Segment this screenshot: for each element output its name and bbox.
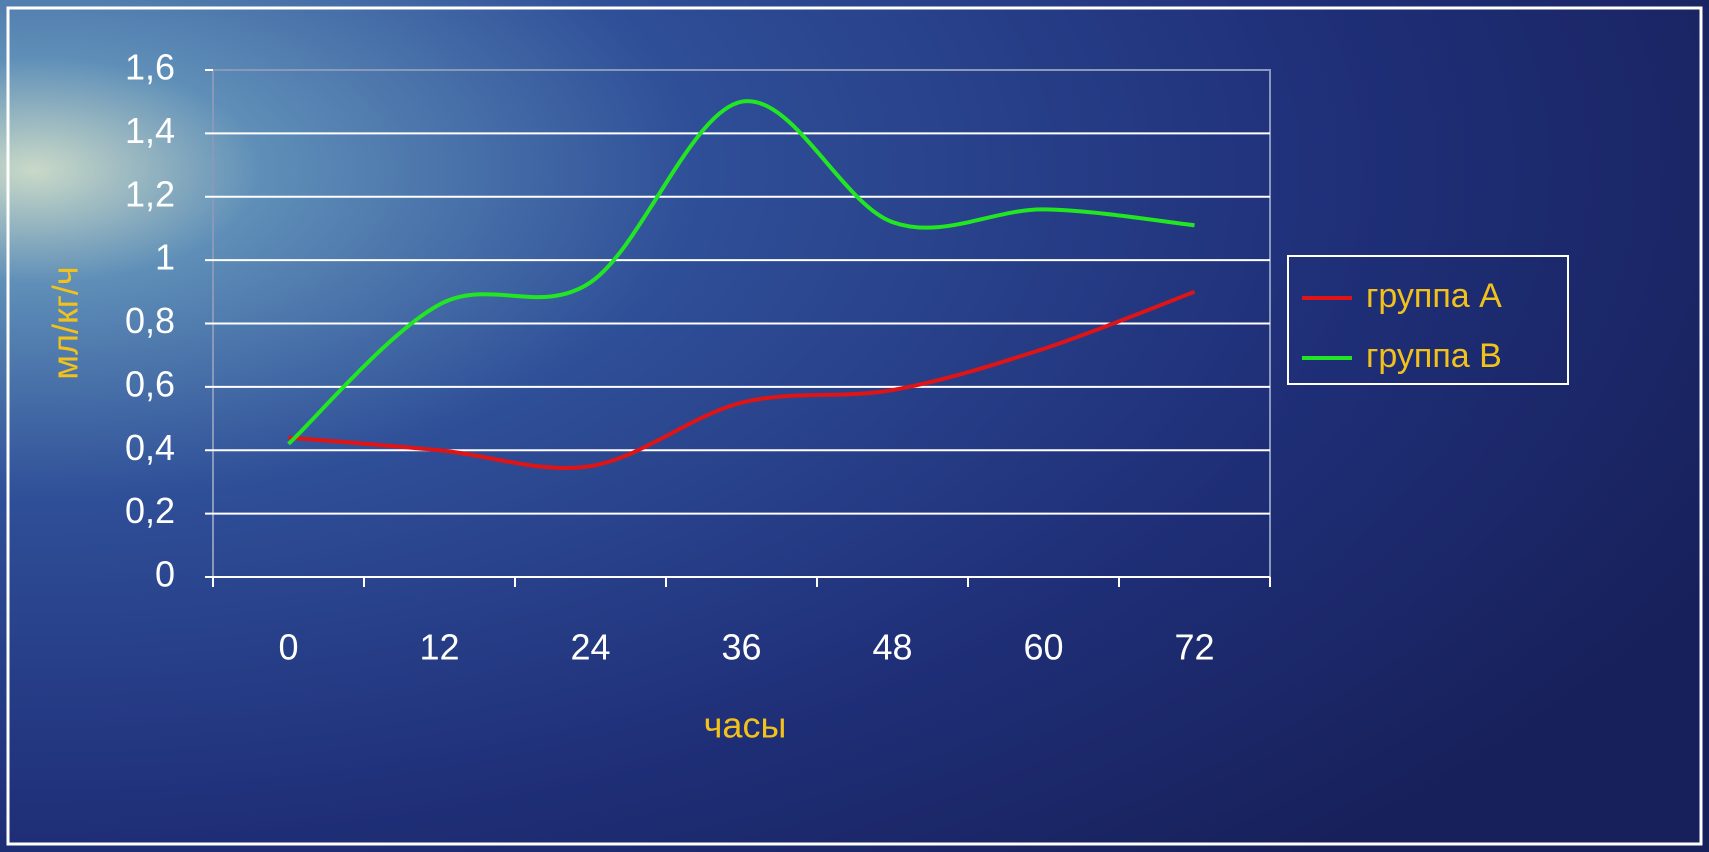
y-axis-label: мл/кг/ч [45,266,86,379]
x-tick-label: 24 [570,627,610,668]
x-tick-label: 36 [721,627,761,668]
y-tick-label: 0 [155,554,175,595]
x-tick-label: 60 [1023,627,1063,668]
legend [1287,255,1569,385]
x-axis-label: часы [704,705,787,746]
series-line [288,289,1196,470]
y-tick-label: 0,8 [125,300,175,341]
y-tick-label: 0,6 [125,363,175,404]
x-tick-label: 0 [278,627,298,668]
y-tick-label: 1,6 [125,47,175,88]
y-tick-label: 1,4 [125,110,175,151]
x-tick-label: 72 [1174,627,1214,668]
y-tick-label: 1,2 [125,173,175,214]
y-tick-label: 0,4 [125,427,175,468]
y-tick-label: 1 [155,237,175,278]
legend-label: группа А [1366,277,1502,315]
y-tick-label: 0,2 [125,490,175,531]
legend-label: группа В [1366,337,1502,375]
x-tick-label: 48 [872,627,912,668]
x-tick-label: 12 [419,627,459,668]
frame [6,6,1703,846]
series-line [287,99,1195,446]
